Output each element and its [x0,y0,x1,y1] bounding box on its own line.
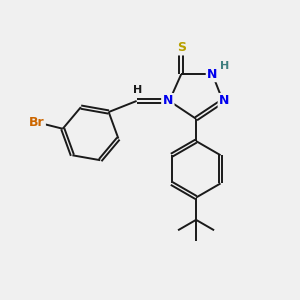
Text: H: H [134,85,143,95]
Text: N: N [207,68,218,81]
Text: S: S [177,41,186,54]
Text: H: H [220,61,230,71]
Text: Br: Br [29,116,44,129]
Text: N: N [219,94,230,107]
Text: N: N [163,94,173,107]
